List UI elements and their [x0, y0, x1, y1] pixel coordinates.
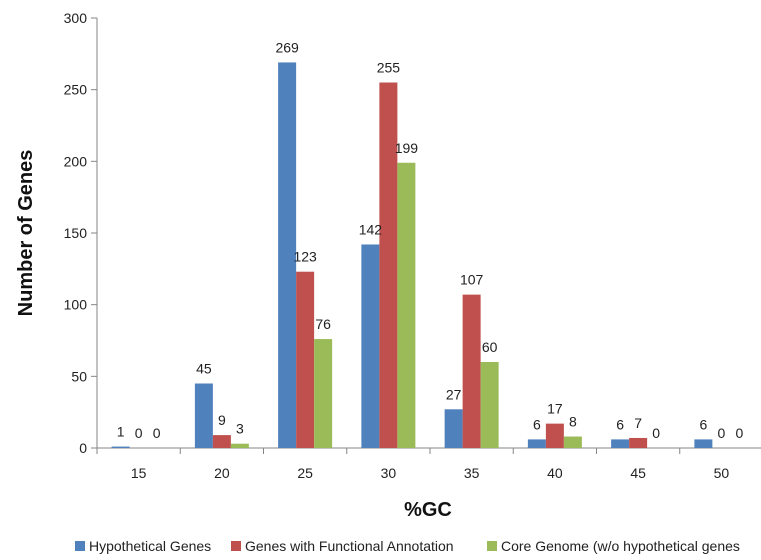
y-tick-label: 200: [64, 153, 88, 169]
data-label: 0: [135, 425, 143, 441]
data-label: 0: [717, 425, 725, 441]
legend-swatch: [231, 541, 241, 551]
bar: [629, 437, 648, 448]
data-label: 6: [533, 416, 541, 432]
data-label: 9: [218, 412, 226, 428]
data-label: 0: [652, 425, 660, 441]
legend-swatch: [487, 541, 497, 551]
data-label: 45: [196, 361, 212, 377]
bar: [314, 339, 333, 448]
data-label: 8: [569, 414, 577, 430]
data-label: 0: [735, 425, 743, 441]
bar: [444, 409, 463, 448]
data-label: 60: [482, 339, 498, 355]
data-label: 0: [153, 425, 161, 441]
legend-label: Core Genome (w/o hypothetical genes: [501, 538, 740, 554]
data-label: 7: [634, 415, 642, 431]
bar: [480, 362, 499, 448]
bar: [563, 436, 582, 448]
data-label: 76: [315, 316, 331, 332]
data-label: 6: [616, 416, 624, 432]
y-tick-label: 250: [64, 82, 88, 98]
bar: [194, 383, 213, 448]
data-label: 27: [446, 386, 462, 402]
data-label: 269: [275, 39, 299, 55]
bar: [379, 82, 398, 448]
bars: [111, 62, 713, 448]
bar: [462, 294, 481, 448]
data-label: 123: [293, 249, 317, 265]
data-label: 255: [377, 60, 401, 76]
data-label: 6: [699, 416, 707, 432]
data-label: 199: [395, 140, 419, 156]
bar: [397, 162, 416, 448]
bar: [611, 439, 630, 448]
bar: [212, 435, 231, 448]
bar: [694, 439, 713, 448]
y-tick-label: 50: [71, 368, 87, 384]
data-label: 107: [460, 272, 484, 288]
bar: [278, 62, 297, 448]
y-axis-title: Number of Genes: [15, 150, 37, 317]
bar: [527, 439, 546, 448]
data-label: 3: [236, 421, 244, 437]
y-tick-label: 100: [64, 297, 88, 313]
y-tick-label: 150: [64, 225, 88, 241]
x-tick-label: 40: [547, 465, 563, 481]
y-tick-label: 0: [79, 440, 87, 456]
x-tick-label: 25: [297, 465, 313, 481]
y-tick-label: 300: [64, 10, 88, 26]
legend-label: Genes with Functional Annotation: [245, 538, 454, 554]
data-label: 142: [359, 221, 383, 237]
x-tick-label: 50: [714, 465, 730, 481]
x-tick-label: 20: [214, 465, 230, 481]
x-axis-title: %GC: [404, 499, 452, 521]
bar: [296, 271, 315, 448]
bar: [230, 443, 249, 448]
x-tick-label: 30: [381, 465, 397, 481]
legend-label: Hypothetical Genes: [89, 538, 211, 554]
legend-swatch: [75, 541, 85, 551]
x-tick-label: 45: [630, 465, 646, 481]
legend: Hypothetical Genes Genes with Functional …: [75, 538, 740, 554]
data-label: 17: [547, 401, 563, 417]
data-label: 1: [117, 424, 125, 440]
bar: [111, 446, 130, 448]
x-tick-label: 35: [464, 465, 480, 481]
bar: [545, 423, 564, 448]
x-tick-label: 15: [131, 465, 147, 481]
bar: [361, 244, 380, 448]
